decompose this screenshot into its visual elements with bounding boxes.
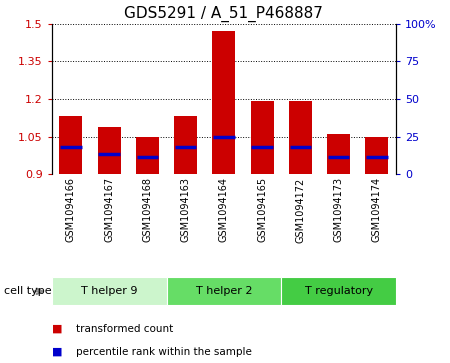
Bar [327,134,350,174]
Bar [59,117,82,174]
Bar [136,136,159,174]
Text: T helper 9: T helper 9 [81,286,137,296]
Text: GSM1094168: GSM1094168 [142,177,153,242]
Text: GSM1094164: GSM1094164 [219,177,229,242]
Text: percentile rank within the sample: percentile rank within the sample [76,347,252,357]
Text: ■: ■ [52,323,62,334]
Bar [174,117,197,174]
Bar [289,101,312,174]
Text: GSM1094174: GSM1094174 [372,177,382,242]
Text: T regulatory: T regulatory [305,286,373,296]
Bar [365,136,388,174]
Bar [98,127,121,174]
Text: GSM1094166: GSM1094166 [66,177,76,242]
Text: cell type: cell type [4,286,52,296]
Bar [251,101,274,174]
Text: GSM1094173: GSM1094173 [333,177,344,242]
Bar [281,277,396,305]
Title: GDS5291 / A_51_P468887: GDS5291 / A_51_P468887 [125,6,323,22]
Text: transformed count: transformed count [76,323,174,334]
Text: T helper 2: T helper 2 [196,286,252,296]
Text: ■: ■ [52,347,62,357]
Bar [212,31,235,174]
Text: GSM1094165: GSM1094165 [257,177,267,242]
Text: GSM1094163: GSM1094163 [180,177,191,242]
Bar [166,277,281,305]
Bar [52,277,166,305]
Text: GSM1094172: GSM1094172 [295,177,306,242]
Text: GSM1094167: GSM1094167 [104,177,114,242]
